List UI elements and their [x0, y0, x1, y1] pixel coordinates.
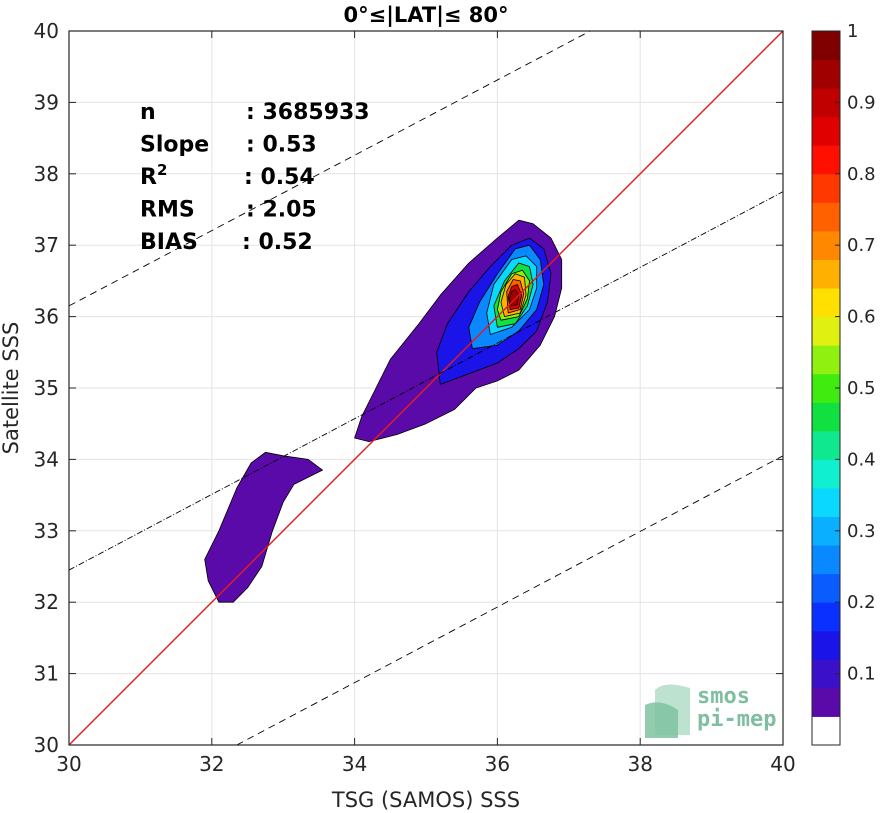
y-tick-label: 31 — [34, 662, 59, 686]
colorbar-tick-label: 0.2 — [847, 592, 876, 613]
stat-value: : 2.05 — [246, 198, 317, 223]
x-tick-label: 36 — [485, 752, 510, 776]
colorbar-band — [812, 630, 840, 660]
reference-line-group — [69, 31, 783, 745]
colorbar-band — [812, 545, 840, 575]
y-tick-label: 37 — [34, 233, 59, 257]
colorbar-band — [812, 487, 840, 518]
density-contours — [204, 219, 563, 603]
colorbar-tick-label: 0.9 — [847, 92, 876, 113]
contour-level — [204, 451, 323, 603]
upper-bound-line — [69, 31, 591, 307]
stat-superscript: 2 — [157, 161, 167, 179]
colorbar-band — [812, 430, 840, 460]
y-tick-label: 32 — [34, 590, 59, 614]
colorbar-band — [812, 459, 840, 489]
colorbar-band — [812, 716, 840, 746]
colorbar-band — [812, 687, 840, 717]
stat-label: R2 — [140, 161, 167, 190]
x-tick-label: 40 — [770, 752, 795, 776]
colorbar-tick-label: 0.8 — [847, 164, 876, 185]
y-tick-label: 33 — [34, 519, 59, 543]
colorbar-tick-label: 0.5 — [847, 378, 876, 399]
axes: 30 32 34 36 38 40 30 31 32 33 34 35 36 37 38 39 40 — [34, 19, 796, 776]
colorbar-band — [812, 116, 840, 146]
colorbar: 0.1 0.2 0.3 0.4 0.5 0.6 0.7 0.8 0.9 1 — [811, 21, 876, 746]
colorbar-tick-label: 1 — [847, 21, 858, 42]
stat-label: n — [140, 100, 156, 125]
logo-text-pi-mep: pi-mep — [697, 707, 776, 732]
colorbar-band — [812, 202, 840, 232]
colorbar-band — [812, 602, 840, 632]
y-tick-label: 35 — [34, 376, 59, 400]
colorbar-band — [812, 173, 840, 203]
colorbar-tick-label: 0.3 — [847, 521, 876, 542]
stat-value: : 3685933 — [246, 100, 370, 125]
y-axis-label: Satellite SSS — [0, 322, 23, 455]
logo-wave-front — [645, 702, 678, 738]
colorbar-tick-label: 0.1 — [847, 664, 876, 685]
colorbar-band — [812, 573, 840, 603]
reference-lines — [69, 31, 783, 745]
colorbar-tick-label: 0.7 — [847, 235, 876, 256]
y-tick-label: 39 — [34, 90, 59, 114]
stats-box: n : 3685933 Slope : 0.53 R2 : 0.54 RMS : 2.05 BI… — [140, 100, 370, 255]
y-tick-label: 34 — [34, 447, 59, 471]
colorbar-tick-label: 0.4 — [847, 449, 876, 470]
stat-value: : 0.52 — [242, 230, 313, 255]
stat-label: RMS — [140, 198, 195, 223]
x-tick-label: 32 — [199, 752, 224, 776]
y-tick-label: 38 — [34, 162, 59, 186]
x-tick-label: 38 — [627, 752, 652, 776]
stat-value: : 0.53 — [246, 133, 317, 158]
stat-value: : 0.54 — [244, 165, 315, 190]
colorbar-band — [812, 259, 840, 289]
colorbar-band — [812, 316, 840, 346]
colorbar-band — [812, 59, 840, 89]
colorbar-band — [812, 31, 840, 61]
one-to-one-line — [69, 31, 783, 745]
y-tick-label: 36 — [34, 305, 59, 329]
colorbar-band — [812, 288, 840, 318]
logo-text-smos: smos — [697, 684, 750, 709]
colorbar-band — [812, 402, 840, 432]
regression-line — [69, 191, 783, 571]
x-tick-label: 30 — [56, 752, 81, 776]
x-axis-label: TSG (SAMOS) SSS — [331, 788, 520, 812]
colorbar-band — [812, 345, 840, 375]
colorbar-band — [812, 145, 840, 175]
y-tick-label: 30 — [34, 733, 59, 757]
x-tick-label: 34 — [342, 752, 367, 776]
colorbar-tick-label: 0.6 — [847, 307, 876, 328]
stat-label: BIAS — [140, 230, 198, 255]
stat-label: Slope — [140, 133, 209, 158]
y-tick-label: 40 — [34, 19, 59, 43]
chart-title: 0°≤|LAT|≤ 80° — [343, 3, 508, 28]
